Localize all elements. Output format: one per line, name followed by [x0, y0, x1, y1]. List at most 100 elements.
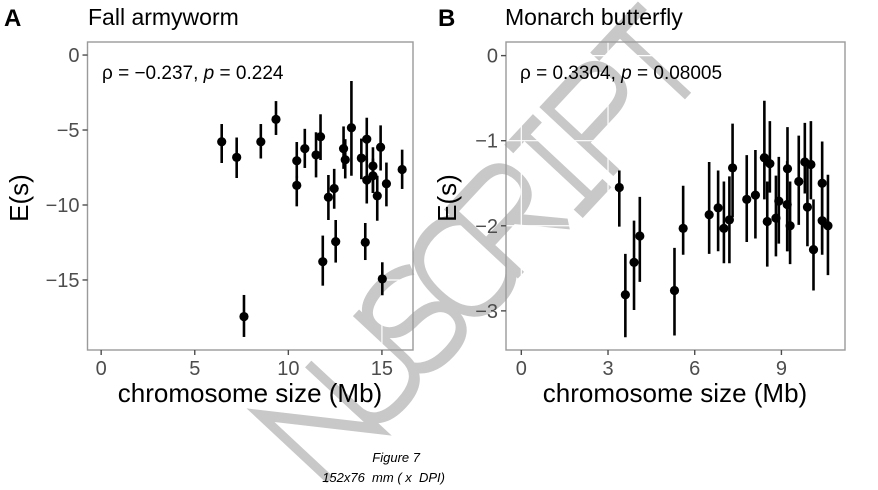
rho-label-a: ρ = −0.237, [102, 63, 204, 84]
y-tick-label-a: 0 [68, 45, 79, 67]
watermark-glyph [539, 60, 628, 177]
data-point-a [377, 274, 387, 284]
data-point-a [292, 156, 302, 166]
data-point-b [678, 223, 688, 233]
data-point-b [620, 290, 630, 300]
data-point-b [794, 176, 804, 187]
data-point-a [397, 164, 407, 175]
data-point-a [340, 155, 350, 165]
panel-title-a: Fall armyworm [88, 4, 239, 30]
y-tick-label-a: −15 [46, 270, 80, 292]
data-point-b [614, 182, 624, 193]
data-point-b [727, 163, 738, 173]
watermark-letter [539, 60, 628, 177]
panel-title-b: Monarch butterfly [505, 4, 683, 30]
data-point-b [629, 257, 639, 267]
data-point-b [704, 210, 714, 220]
watermark-letter [361, 264, 467, 374]
x-tick-label-b: 3 [602, 358, 613, 380]
data-point-a [360, 237, 370, 247]
watermark-letter [305, 309, 420, 423]
y-tick-label-a: −5 [57, 120, 80, 142]
data-point-a [232, 152, 242, 162]
data-point-b [713, 203, 723, 213]
y-axis-title-a: E(s) [4, 174, 34, 222]
plot-frame-a [86, 41, 414, 351]
data-point-b [817, 178, 827, 188]
data-point-a [356, 153, 366, 163]
data-point-b [765, 159, 775, 169]
data-point-b [802, 202, 813, 212]
watermark-glyph [443, 163, 570, 279]
correlation-annotation-a: ρ = −0.237, p = 0.224 [102, 63, 284, 84]
x-tick-label-a: 15 [371, 358, 393, 380]
data-point-a [323, 192, 333, 202]
y-tick-label-b: −3 [475, 301, 498, 323]
data-point-a [338, 144, 349, 154]
plot-frame-b [505, 41, 846, 351]
data-point-a [362, 134, 372, 144]
x-tick-label-a: 10 [277, 358, 299, 380]
p-value-a: = 0.224 [214, 63, 284, 84]
data-point-b [724, 215, 734, 225]
data-point-b [808, 245, 819, 255]
data-point-a [329, 183, 339, 194]
data-point-a [315, 132, 326, 142]
panel-letter-b: B [438, 5, 455, 32]
data-point-a [368, 171, 378, 181]
data-point-b [719, 223, 729, 233]
figure-caption-size: 152x76 mm ( x DPI) [322, 470, 445, 485]
data-point-a [311, 150, 321, 160]
x-tick-label-a: 5 [189, 358, 200, 380]
data-point-a [346, 123, 357, 133]
data-point-b [806, 159, 816, 170]
watermark-glyph [305, 309, 420, 423]
panel-letter-a: A [4, 5, 21, 32]
figure-caption-title: Figure 7 [372, 450, 420, 465]
x-tick-label-a: 0 [96, 358, 107, 380]
panel-a: A Fall armyworm 0 5 10 15 0 −5 −10 −15 ρ = −0.2… [4, 4, 414, 408]
watermark-letter [504, 114, 612, 218]
data-point-b [774, 196, 784, 206]
data-point-b [635, 231, 645, 241]
data-point-b [771, 213, 781, 223]
data-point-b [782, 199, 792, 210]
rho-label-b: ρ = 0.3304, [520, 63, 621, 84]
data-point-a [318, 257, 328, 267]
data-point-b [785, 221, 795, 231]
data-point-b [782, 164, 793, 174]
x-axis-title-b: chromosome size (Mb) [543, 378, 807, 408]
data-point-a [239, 311, 249, 322]
p-value-b: = 0.08005 [632, 63, 722, 84]
data-point-a [217, 137, 227, 147]
data-point-b [823, 221, 833, 231]
data-point-a [381, 179, 392, 189]
p-symbol-b: p [620, 63, 632, 84]
data-point-a [331, 236, 341, 247]
data-point-b [750, 190, 761, 200]
data-point-a [368, 161, 378, 171]
x-tick-label-b: 6 [689, 358, 700, 380]
y-tick-label-a: −10 [46, 195, 80, 217]
y-tick-label-b: −1 [475, 131, 498, 153]
y-axis-title-b: E(s) [432, 174, 462, 222]
data-point-b [742, 194, 752, 205]
data-point-a [256, 137, 266, 147]
y-tick-label-b: 0 [487, 46, 498, 68]
data-point-a [271, 114, 281, 124]
data-point-a [376, 142, 386, 152]
watermark-letter [443, 163, 570, 279]
data-point-a [292, 180, 302, 190]
watermark-glyph [361, 264, 467, 374]
x-axis-title-a: chromosome size (Mb) [118, 378, 382, 408]
data-point-b [762, 216, 772, 227]
watermark-glyph [504, 114, 612, 218]
x-tick-label-b: 9 [776, 358, 787, 380]
data-point-a [300, 144, 310, 154]
data-point-a [372, 191, 382, 201]
data-point-b [669, 285, 680, 296]
plot-area-a: 0 5 10 15 0 −5 −10 −15 [46, 41, 414, 380]
plot-area-b: 0 3 6 9 0 −1 −2 −3 [475, 41, 846, 380]
p-symbol-a: p [203, 63, 215, 84]
